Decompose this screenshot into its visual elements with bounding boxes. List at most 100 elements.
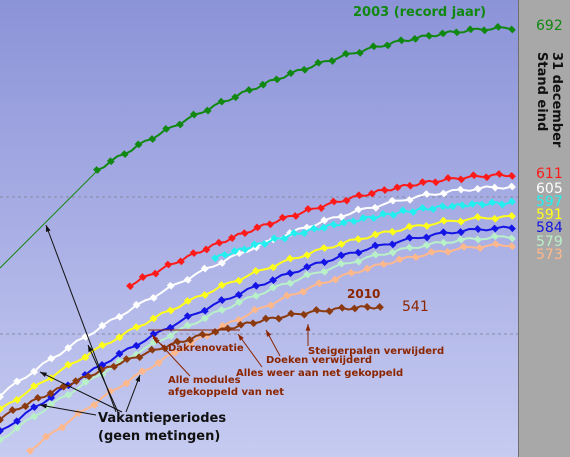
series-591-marker	[354, 235, 363, 243]
series-611-marker	[291, 212, 300, 220]
series-573-marker	[331, 275, 340, 284]
series-584-marker	[286, 269, 295, 278]
series-611-marker	[177, 257, 185, 266]
series-573-marker	[315, 279, 324, 288]
series-541-marker	[338, 303, 346, 312]
series-573-marker	[475, 244, 484, 252]
series-692-marker	[93, 166, 101, 174]
annotation-vakantieperiodes: Vakantieperiodes	[98, 411, 226, 426]
series-573-marker	[363, 264, 372, 273]
series-692-marker	[272, 75, 281, 84]
series-579-marker	[183, 321, 192, 330]
arrow-vakantie-4-head	[135, 375, 140, 382]
series-611-marker	[317, 204, 325, 212]
series-605-marker	[13, 377, 21, 386]
series-541-marker	[59, 382, 68, 391]
series-579-marker	[286, 279, 295, 288]
series-573-marker	[170, 348, 179, 357]
arrow-doeken-head	[266, 330, 272, 337]
arrow-vakantie-3-head	[40, 372, 47, 378]
series-573-marker	[42, 432, 50, 441]
series-541-marker	[173, 337, 182, 346]
series-611-marker	[215, 238, 224, 247]
series-597-marker	[419, 204, 427, 212]
series-605-marker	[388, 196, 397, 205]
annotation-alles-weer-aan: Alles weer aan net gekoppeld	[236, 368, 403, 379]
end-label-692: 692	[536, 18, 563, 34]
series-605-marker	[200, 264, 209, 273]
series-597-marker	[458, 201, 467, 210]
series-584-marker	[303, 262, 312, 271]
series-541-marker	[274, 314, 283, 323]
series-605-marker	[439, 189, 448, 198]
series-591-marker	[371, 230, 380, 239]
series-611-marker	[368, 189, 376, 198]
series-597-marker	[300, 229, 308, 238]
side-label-line-1: Stand eind	[534, 52, 549, 131]
series-573-marker	[347, 268, 356, 277]
series-579-marker	[456, 235, 465, 244]
series-584-marker	[115, 349, 124, 358]
series-611-marker	[342, 196, 351, 205]
series-579-marker	[422, 241, 431, 250]
series-692-marker	[300, 65, 309, 74]
series-611-marker	[151, 269, 160, 278]
series-611-marker	[189, 249, 198, 257]
series-584-marker	[200, 306, 209, 315]
series-692-marker	[438, 29, 447, 38]
series-591-marker	[149, 314, 158, 323]
series-591-marker	[286, 254, 295, 263]
series-605-marker	[149, 293, 158, 302]
series-591-marker	[405, 222, 414, 231]
series-579-marker	[303, 270, 312, 279]
series-605-marker	[30, 367, 39, 376]
series-584-marker	[354, 248, 363, 257]
series-605-marker	[405, 196, 414, 204]
series-579-marker	[217, 306, 226, 314]
side-panel	[518, 0, 570, 457]
series-611-marker	[227, 234, 236, 242]
arrow-steigerpalen-head	[305, 324, 311, 331]
series-692-marker	[189, 110, 198, 119]
series-611-marker	[444, 174, 453, 182]
series-541-marker	[46, 389, 55, 398]
series-692-marker	[148, 135, 157, 143]
series-541-marker	[21, 402, 30, 411]
series-692	[0, 23, 516, 269]
series-605-marker	[491, 183, 499, 192]
series-541-marker	[350, 304, 359, 313]
series-597-marker	[389, 211, 398, 219]
series-573-marker	[443, 247, 452, 256]
series-597-marker	[211, 254, 219, 263]
series-541-marker	[8, 406, 17, 414]
series-573-marker	[299, 287, 308, 296]
series-573-marker	[508, 242, 516, 251]
series-591-marker	[115, 333, 124, 342]
series-591-marker	[0, 404, 4, 413]
series-584-marker	[320, 258, 329, 267]
arrow-alle-modules-head	[152, 335, 159, 342]
arrow-alles-weer-aan	[237, 333, 263, 368]
series-692-marker	[466, 25, 475, 34]
series-573-marker	[122, 379, 131, 388]
series-605-marker	[47, 354, 56, 363]
side-label-line-2: 31 december	[549, 52, 564, 148]
series-597-marker	[320, 223, 328, 232]
series-692-marker	[452, 28, 461, 37]
series-591-marker	[64, 360, 73, 369]
series-591-marker	[320, 244, 329, 252]
series-605-marker	[422, 190, 431, 198]
series-611-marker	[253, 223, 262, 232]
series-692-marker	[203, 106, 212, 115]
series-584-marker	[98, 361, 107, 369]
series-579-marker	[200, 314, 209, 323]
end-label-584: 584	[536, 220, 563, 236]
series-611-marker	[457, 175, 465, 184]
series-541-marker	[325, 307, 334, 316]
series-591-marker	[388, 227, 397, 236]
series-611-marker	[431, 178, 440, 187]
series-597	[211, 197, 516, 263]
series-597-marker	[230, 247, 239, 255]
series-573-marker	[138, 367, 147, 376]
series-579-marker	[508, 234, 516, 243]
